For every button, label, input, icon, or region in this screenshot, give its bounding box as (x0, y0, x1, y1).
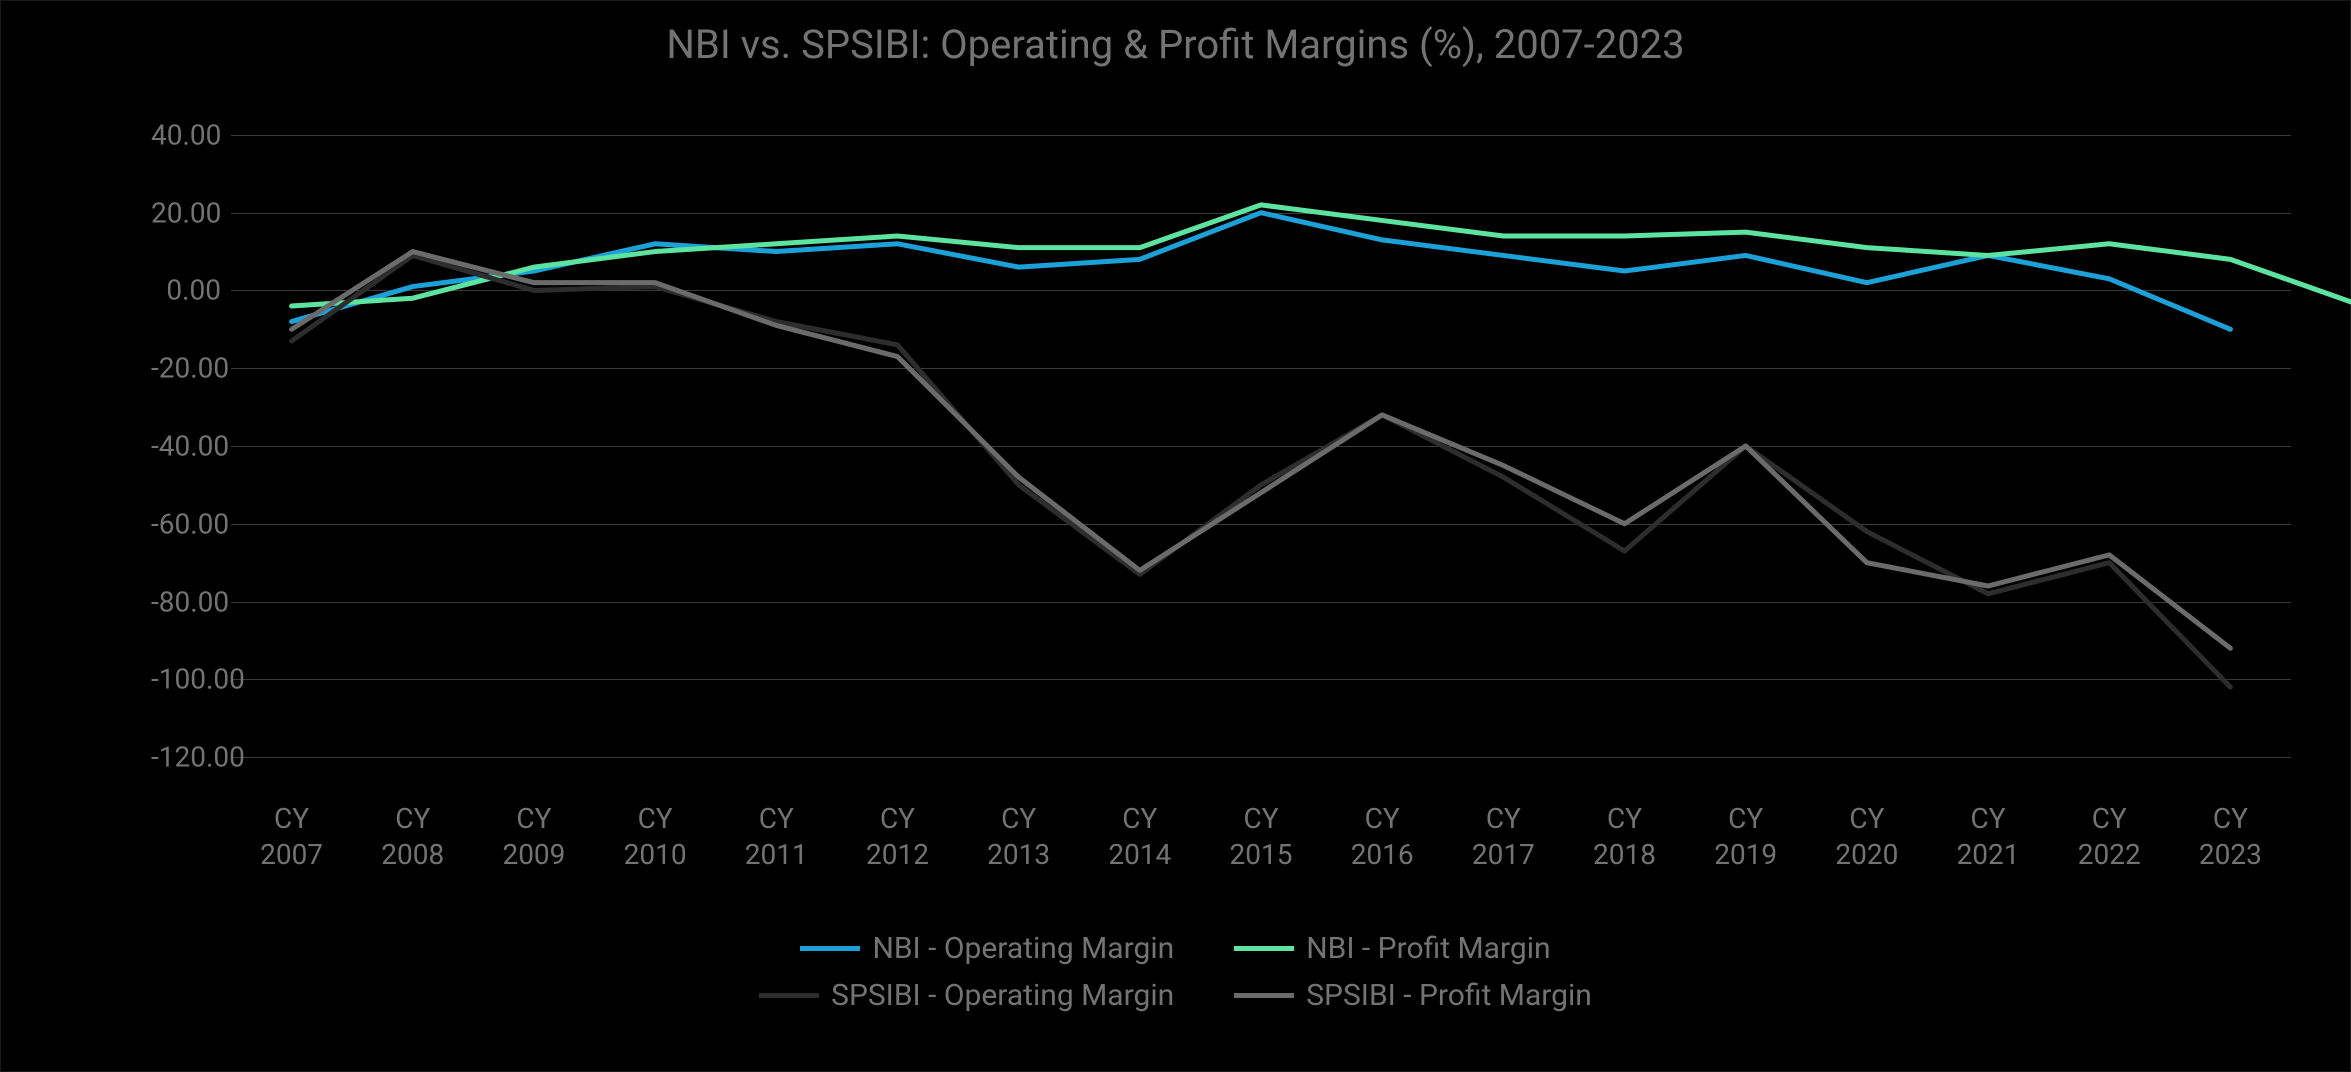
x-tick-label: CY 2013 (959, 801, 1079, 874)
y-tick-label: -120.00 (151, 741, 221, 774)
x-tick-label: CY 2022 (2049, 801, 2169, 874)
y-tick-label: -100.00 (151, 663, 221, 696)
legend-swatch (1234, 993, 1294, 998)
y-tick-label: -40.00 (151, 430, 221, 463)
chart-lines (231, 96, 2291, 796)
x-tick-label: CY 2011 (716, 801, 836, 874)
x-tick-label: CY 2023 (2170, 801, 2290, 874)
legend: NBI - Operating Margin NBI - Profit Margi… (1, 931, 2350, 1025)
legend-item: NBI - Operating Margin (800, 931, 1174, 966)
series-line (292, 252, 2231, 649)
series-line (292, 213, 2231, 330)
series-line (292, 255, 2231, 687)
legend-label: SPSIBI - Profit Margin (1306, 978, 1592, 1013)
x-tick-label: CY 2010 (595, 801, 715, 874)
x-tick-label: CY 2007 (232, 801, 352, 874)
x-tick-label: CY 2008 (353, 801, 473, 874)
y-tick-label: -80.00 (151, 585, 221, 618)
chart-title: NBI vs. SPSIBI: Operating & Profit Margi… (1, 1, 2350, 68)
y-tick-label: 40.00 (151, 118, 221, 151)
x-tick-label: CY 2018 (1565, 801, 1685, 874)
legend-label: NBI - Profit Margin (1306, 931, 1550, 966)
x-tick-label: CY 2014 (1080, 801, 1200, 874)
legend-row: SPSIBI - Operating Margin SPSIBI - Profit… (1, 978, 2350, 1013)
legend-item: SPSIBI - Profit Margin (1234, 978, 1592, 1013)
legend-item: NBI - Profit Margin (1234, 931, 1550, 966)
x-tick-label: CY 2015 (1201, 801, 1321, 874)
legend-item: SPSIBI - Operating Margin (759, 978, 1174, 1013)
x-tick-label: CY 2021 (1928, 801, 2048, 874)
legend-swatch (800, 946, 860, 951)
plot-area: 40.00 20.00 0.00 -20.00 -40.00 -60.00 -80.00 -1… (151, 96, 2291, 796)
y-tick-label: -60.00 (151, 507, 221, 540)
x-tick-label: CY 2017 (1443, 801, 1563, 874)
x-tick-label: CY 2019 (1686, 801, 1806, 874)
legend-swatch (759, 993, 819, 998)
x-tick-label: CY 2016 (1322, 801, 1442, 874)
x-tick-label: CY 2009 (474, 801, 594, 874)
chart-container: NBI vs. SPSIBI: Operating & Profit Margi… (0, 0, 2351, 1072)
legend-label: NBI - Operating Margin (872, 931, 1174, 966)
x-tick-label: CY 2020 (1807, 801, 1927, 874)
x-tick-label: CY 2012 (837, 801, 957, 874)
legend-swatch (1234, 946, 1294, 951)
y-tick-label: 0.00 (151, 274, 221, 307)
x-axis: CY 2007CY 2008CY 2009CY 2010CY 2011CY 20… (231, 801, 2291, 901)
y-tick-label: -20.00 (151, 352, 221, 385)
legend-label: SPSIBI - Operating Margin (831, 978, 1174, 1013)
legend-row: NBI - Operating Margin NBI - Profit Margi… (1, 931, 2350, 966)
y-tick-label: 20.00 (151, 196, 221, 229)
